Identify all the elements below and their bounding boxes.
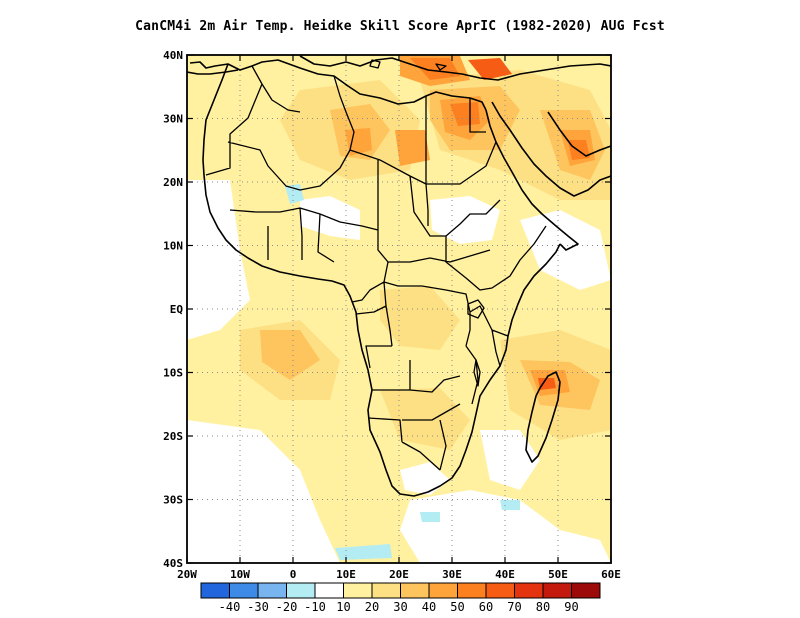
lon-tick-label: 60E xyxy=(601,568,621,581)
lon-tick-label: 0 xyxy=(290,568,297,581)
arabia-coast xyxy=(491,101,611,197)
neutral-area xyxy=(187,180,250,340)
colorbar-swatch xyxy=(343,582,373,599)
lon-tick-label: 30E xyxy=(442,568,462,581)
lon-tick-label: 10W xyxy=(230,568,250,581)
lat-tick-label: 30S xyxy=(163,494,183,507)
colorbar-swatch xyxy=(514,582,544,599)
lat-tick-label: 20N xyxy=(163,176,183,189)
lat-tick-label: EQ xyxy=(170,303,184,316)
colorbar-label: 40 xyxy=(422,600,436,614)
gridlines xyxy=(187,55,611,563)
lat-tick-label: 40N xyxy=(163,49,183,62)
negative-skill-area xyxy=(285,184,304,204)
colorbar: -40 -30 -20 -10 10 20 30 40 50 60 70 80 90 xyxy=(200,582,601,614)
colorbar-swatch xyxy=(371,582,401,599)
peak-skill-area xyxy=(468,58,512,80)
very-strong-skill-area xyxy=(410,58,460,80)
peak-skill-area xyxy=(538,378,556,390)
lat-tick-label: 10N xyxy=(163,240,183,253)
strong-skill-area xyxy=(395,130,430,166)
high-skill-area xyxy=(260,330,320,380)
colorbar-swatch xyxy=(571,582,601,599)
lon-tick-label: 50E xyxy=(548,568,568,581)
europe-coast xyxy=(187,55,611,81)
neutral-area xyxy=(430,196,500,244)
country-borders xyxy=(205,65,547,471)
colorbar-swatch xyxy=(457,582,487,599)
colorbar-label: 10 xyxy=(336,600,350,614)
colorbar-swatch xyxy=(229,582,259,599)
colorbar-label: -40 xyxy=(219,600,241,614)
colorbar-label: 20 xyxy=(365,600,379,614)
lake-malawi xyxy=(473,359,481,387)
colorbar-label: -20 xyxy=(276,600,298,614)
colorbar-swatch xyxy=(485,582,515,599)
lat-tick-label: 40S xyxy=(163,557,183,570)
moderate-skill-area xyxy=(380,286,460,350)
colorbar-swatch xyxy=(314,582,344,599)
mediterranean-islands xyxy=(369,59,447,71)
colorbar-label: 50 xyxy=(450,600,464,614)
axis-ticks: 20W 10W 0 10E 20E 30E 40E 50E 60E 40N 30N 20N 10N EQ 1… xyxy=(163,49,621,581)
lat-tick-label: 20S xyxy=(163,430,183,443)
map-title: CanCM4i 2m Air Temp. Heidke Skill Score … xyxy=(135,19,665,34)
madagascar xyxy=(525,371,561,463)
negative-skill-area xyxy=(420,512,440,522)
lat-tick-label: 10S xyxy=(163,367,183,380)
colorbar-label: 90 xyxy=(564,600,578,614)
colorbar-swatch xyxy=(286,582,316,599)
west-africa-coast xyxy=(202,63,561,497)
lon-tick-label: 40E xyxy=(495,568,515,581)
very-strong-skill-area xyxy=(450,102,480,126)
lon-tick-label: 20E xyxy=(389,568,409,581)
colorbar-label: 80 xyxy=(536,600,550,614)
colorbar-label: 30 xyxy=(393,600,407,614)
coastlines-borders xyxy=(187,55,611,497)
strong-skill-area xyxy=(345,128,372,156)
colorbar-label: 60 xyxy=(479,600,493,614)
neutral-area xyxy=(187,420,340,563)
moderate-skill-area xyxy=(380,388,470,450)
neutral-area xyxy=(480,430,540,490)
colorbar-swatch xyxy=(428,582,458,599)
lon-tick-label: 20W xyxy=(177,568,197,581)
colorbar-label: -30 xyxy=(247,600,269,614)
colorbar-swatch xyxy=(400,582,430,599)
lon-tick-label: 10E xyxy=(336,568,356,581)
colorbar-label: -10 xyxy=(304,600,326,614)
lat-tick-label: 30N xyxy=(163,113,183,126)
negative-skill-area xyxy=(335,544,392,560)
colorbar-swatch xyxy=(200,582,230,599)
colorbar-swatch xyxy=(257,582,287,599)
colorbar-label: 70 xyxy=(507,600,521,614)
negative-skill-area xyxy=(500,500,520,510)
lake-victoria xyxy=(467,299,485,319)
colorbar-swatch xyxy=(542,582,572,599)
neutral-area xyxy=(400,490,611,563)
